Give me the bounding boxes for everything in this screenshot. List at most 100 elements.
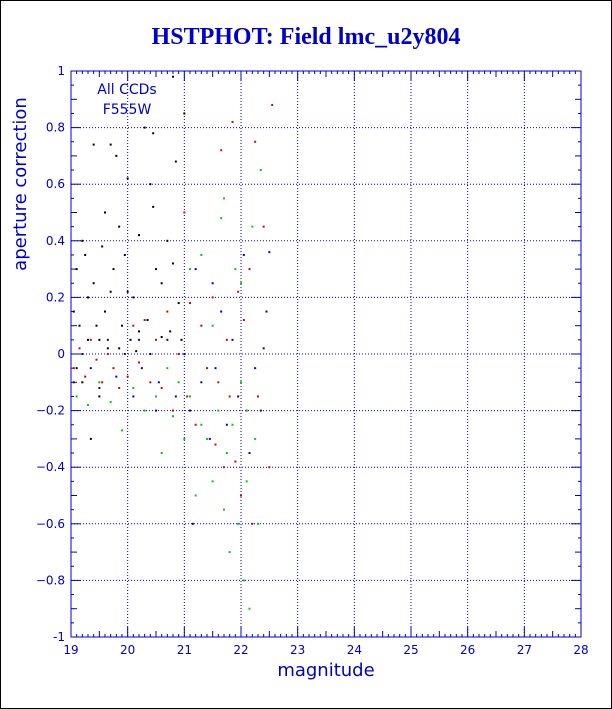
- data-point: [98, 395, 101, 398]
- data-point: [217, 409, 220, 412]
- data-point: [189, 268, 191, 271]
- annotation-ccds: All CCDs: [97, 82, 156, 98]
- data-point: [265, 310, 268, 313]
- y-tick-label: −0.6: [36, 517, 65, 531]
- data-point: [237, 522, 240, 525]
- data-point: [194, 494, 197, 497]
- data-point: [242, 253, 245, 256]
- data-point: [84, 375, 87, 378]
- data-point: [149, 353, 152, 355]
- data-point: [98, 386, 101, 389]
- data-point: [149, 183, 152, 186]
- data-point: [115, 154, 118, 157]
- data-point: [132, 324, 135, 327]
- data-point: [118, 386, 121, 389]
- data-point: [155, 409, 157, 412]
- data-point: [123, 253, 126, 256]
- data-point: [211, 282, 214, 285]
- data-point: [92, 143, 95, 146]
- data-point: [101, 245, 104, 248]
- x-tick-label: 25: [403, 643, 418, 657]
- data-point: [126, 375, 129, 378]
- data-point: [225, 423, 228, 426]
- data-point: [172, 75, 174, 78]
- data-point: [242, 579, 245, 582]
- data-point: [143, 319, 146, 322]
- data-point: [189, 409, 191, 412]
- data-point: [248, 268, 251, 271]
- data-point: [112, 367, 115, 370]
- data-point: [234, 268, 237, 271]
- data-point: [174, 160, 177, 163]
- x-tick-label: 19: [63, 643, 78, 657]
- data-point: [109, 290, 112, 293]
- data-point: [200, 381, 203, 384]
- data-point: [95, 324, 98, 327]
- data-point: [220, 217, 223, 220]
- data-point: [126, 290, 129, 293]
- data-point: [112, 268, 115, 271]
- data-point: [200, 253, 203, 256]
- data-point: [217, 381, 220, 384]
- data-point: [166, 367, 169, 370]
- data-point: [138, 338, 140, 341]
- y-tick-label: 0.6: [46, 177, 65, 191]
- data-point: [262, 225, 265, 228]
- x-tick-label: 27: [517, 643, 532, 657]
- data-point: [268, 466, 271, 469]
- data-point: [223, 466, 225, 469]
- data-point: [166, 310, 169, 313]
- data-point: [254, 367, 257, 370]
- data-point: [231, 120, 234, 123]
- data-point: [138, 234, 140, 237]
- y-tick-label: 0.4: [46, 234, 65, 248]
- data-point: [138, 361, 140, 364]
- data-point: [183, 211, 186, 214]
- data-point: [206, 437, 208, 440]
- data-point: [237, 395, 240, 398]
- data-point: [155, 338, 157, 341]
- data-point: [152, 132, 155, 135]
- data-point: [160, 452, 163, 455]
- data-point: [84, 253, 87, 256]
- data-point: [169, 330, 172, 333]
- data-point: [126, 177, 129, 180]
- data-point: [262, 347, 265, 350]
- data-point: [132, 296, 135, 299]
- data-point: [121, 324, 123, 327]
- data-point: [220, 310, 223, 313]
- data-point: [223, 197, 225, 200]
- data-point: [206, 367, 208, 370]
- data-point: [149, 381, 152, 384]
- data-point: [72, 310, 75, 313]
- annotation-filter: F555W: [103, 102, 152, 118]
- data-point: [259, 169, 262, 172]
- data-point: [106, 338, 109, 341]
- data-point: [231, 338, 234, 341]
- data-point: [174, 395, 177, 398]
- data-point: [211, 324, 214, 327]
- data-point: [95, 358, 98, 361]
- data-point: [240, 494, 242, 497]
- data-point: [143, 126, 146, 129]
- data-point: [200, 423, 203, 426]
- data-point: [89, 437, 92, 440]
- data-point: [75, 367, 78, 370]
- data-point: [155, 395, 157, 398]
- data-point: [140, 367, 143, 370]
- y-tick-label: −0.4: [36, 460, 65, 474]
- data-point: [214, 367, 217, 370]
- data-point: [248, 452, 251, 455]
- data-point: [104, 211, 106, 214]
- data-point: [248, 607, 251, 610]
- data-point: [155, 268, 157, 271]
- y-tick-label: 0.2: [46, 290, 65, 304]
- y-tick-label: 1: [57, 64, 65, 78]
- data-point: [160, 336, 163, 339]
- x-tick-label: 22: [233, 643, 248, 657]
- x-tick-label: 24: [347, 643, 362, 657]
- x-tick-label: 28: [573, 643, 588, 657]
- data-point: [189, 302, 191, 305]
- data-point: [81, 239, 84, 242]
- x-tick-label: 21: [177, 643, 192, 657]
